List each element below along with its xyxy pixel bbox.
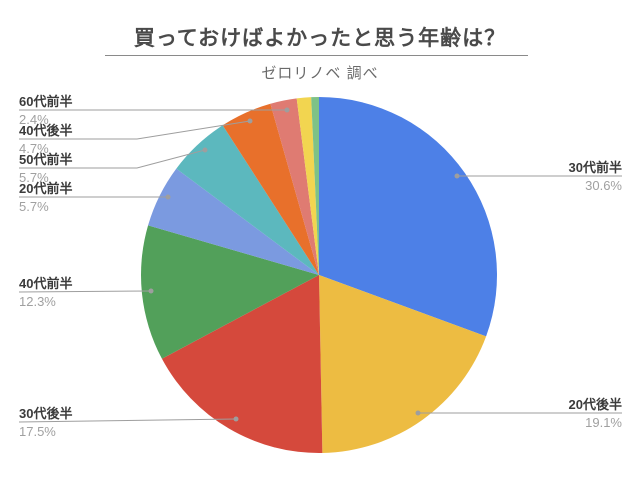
leader-line-50s-first-half (19, 149, 206, 169)
callout-20s-second-half: 20代後半 19.1% (569, 397, 622, 430)
callout-percent: 12.3% (19, 294, 56, 309)
callout-40s-second-half: 40代後半 4.7% (19, 123, 72, 156)
callout-label: 30代後半 (19, 406, 73, 421)
pie-slices (140, 96, 497, 454)
pie-slice-50s-first-half (176, 125, 319, 275)
callout-label: 40代後半 (19, 123, 73, 138)
callout-percent: 19.1% (585, 415, 622, 430)
leader-line-40s-second-half (19, 120, 251, 140)
pie-slice-unlabeled-small-2 (311, 96, 319, 275)
callout-label: 60代前半 (19, 94, 73, 109)
callout-leader-lines (18, 107, 622, 423)
callout-30s-second-half: 30代後半 17.5% (19, 406, 72, 439)
chart-title: 買っておけばよかったと思う年齢は？ (133, 27, 507, 50)
pie-slice-20s-first-half (148, 168, 319, 275)
callout-40s-first-half: 40代前半 12.3% (19, 276, 72, 309)
leader-dot-30s-second-half (233, 416, 239, 422)
callout-percent: 4.7% (19, 141, 49, 156)
leader-dot-30s-first-half (454, 173, 460, 179)
leader-dot-20s-second-half (415, 410, 421, 416)
callout-percent: 17.5% (19, 424, 56, 439)
pie-slice-30s-second-half (161, 275, 323, 454)
leader-dot-20s-first-half (165, 194, 171, 200)
callout-percent: 2.4% (19, 112, 49, 127)
pie-slice-unlabeled-small-1 (296, 97, 319, 275)
pie-slice-30s-first-half (319, 97, 497, 337)
callout-percent: 5.7% (19, 170, 49, 185)
leader-line-30s-second-half (18, 418, 237, 423)
callout-percent: 5.7% (19, 199, 49, 214)
callout-label: 50代前半 (19, 152, 73, 167)
callout-60s-first-half: 60代前半 2.4% (19, 94, 72, 127)
callout-label: 30代前半 (568, 160, 622, 175)
leader-line-40s-first-half (18, 290, 152, 293)
pie-slice-20s-second-half (319, 275, 487, 453)
callout-50s-first-half: 50代前半 5.7% (19, 152, 72, 185)
pie-slice-40s-first-half (140, 225, 319, 359)
title-underline (105, 55, 528, 56)
leader-dot-60s-first-half (284, 107, 290, 113)
leader-dot-50s-first-half (202, 147, 208, 153)
chart-subtitle: ゼロリノベ 調べ (261, 65, 379, 82)
leader-dot-40s-second-half (247, 118, 253, 124)
pie-slice-60s-first-half (270, 98, 319, 276)
callout-label: 40代前半 (19, 276, 73, 291)
leader-dot-40s-first-half (148, 288, 154, 294)
callout-percent: 30.6% (585, 178, 622, 193)
callout-20s-first-half: 20代前半 5.7% (19, 181, 72, 214)
callout-label: 20代後半 (568, 397, 622, 412)
callout-label: 20代前半 (19, 181, 73, 196)
pie-slice-40s-second-half (222, 103, 319, 275)
callout-30s-first-half: 30代前半 30.6% (569, 160, 622, 193)
